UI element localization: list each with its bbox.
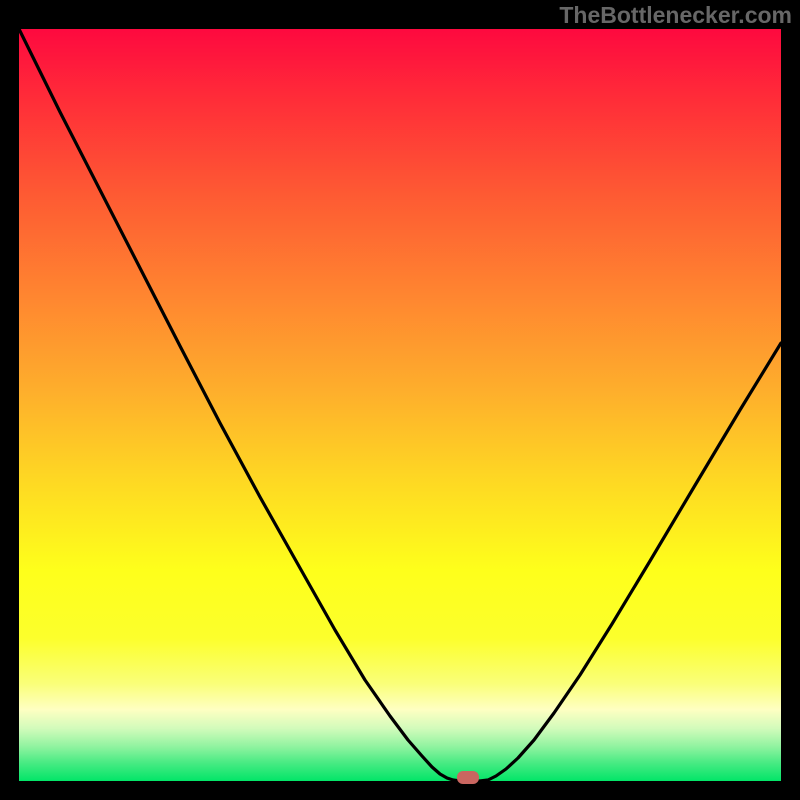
bottleneck-curve xyxy=(0,0,800,800)
chart-canvas: TheBottlenecker.com xyxy=(0,0,800,800)
watermark-text: TheBottlenecker.com xyxy=(559,2,792,29)
curve-path xyxy=(19,29,781,781)
optimum-marker xyxy=(457,771,479,784)
